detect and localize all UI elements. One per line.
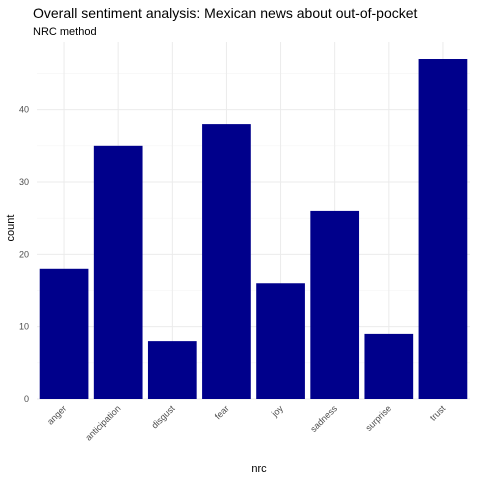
y-tick-label: 30 [19, 177, 29, 187]
x-tick-label-fear: fear [213, 403, 231, 421]
x-axis-ticks: anger anticipation disgust fear joy sadness su… [45, 403, 448, 443]
bars [39, 59, 468, 399]
x-tick-label-surprise: surprise [364, 403, 394, 433]
chart-title: Overall sentiment analysis: Mexican news… [33, 5, 418, 21]
y-tick-label: 40 [19, 105, 29, 115]
x-tick-label-anticipation: anticipation [83, 403, 122, 442]
bar-sadness [310, 210, 360, 399]
bar-anger [39, 268, 89, 399]
y-axis-title: count [5, 215, 17, 242]
bar-trust [418, 59, 468, 399]
x-axis-title: nrc [251, 463, 267, 475]
x-tick-label-anger: anger [45, 403, 68, 426]
x-tick-label-disgust: disgust [149, 403, 177, 431]
y-axis-ticks: 0 10 20 30 40 [19, 105, 29, 404]
bar-fear [202, 124, 251, 399]
bar-anticipation [93, 145, 143, 399]
x-tick-label-trust: trust [428, 403, 448, 423]
bar-surprise [364, 333, 414, 399]
x-tick-label-sadness: sadness [308, 403, 339, 434]
x-tick-label-joy: joy [269, 403, 285, 419]
y-tick-label: 0 [24, 394, 29, 404]
y-tick-label: 20 [19, 249, 29, 259]
chart-subtitle: NRC method [33, 26, 97, 38]
y-tick-label: 10 [19, 322, 29, 332]
bar-disgust [147, 341, 197, 399]
bar-joy [256, 283, 305, 399]
